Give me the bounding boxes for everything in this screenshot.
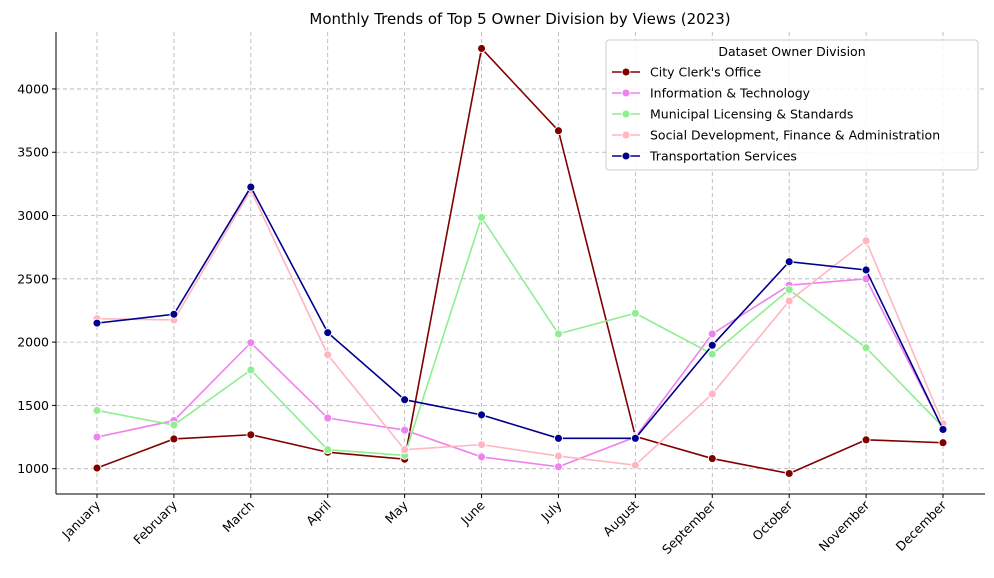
- x-tick-label: August: [600, 497, 642, 539]
- x-tick-label: September: [659, 497, 719, 557]
- data-point: [554, 329, 563, 339]
- data-point: [707, 389, 717, 399]
- legend: Dataset Owner Division City Clerk's Offi…: [605, 39, 979, 171]
- data-point: [938, 438, 948, 448]
- data-point: [400, 395, 410, 405]
- legend-label: Information & Technology: [650, 86, 811, 101]
- data-point: [400, 425, 410, 435]
- legend-swatch-marker: [621, 130, 631, 140]
- y-tick-label: 2500: [17, 271, 49, 286]
- data-point: [861, 435, 871, 445]
- legend-label: Transportation Services: [649, 149, 797, 164]
- x-tick-label: January: [58, 497, 103, 542]
- x-tick-label: May: [382, 497, 411, 526]
- x-tick-label: November: [816, 497, 873, 554]
- data-point: [707, 454, 717, 464]
- x-tick-label: February: [130, 497, 180, 547]
- series-line-4: [96, 185, 944, 440]
- data-point: [169, 309, 179, 319]
- data-point: [323, 413, 333, 423]
- chart-title: Monthly Trends of Top 5 Owner Division b…: [309, 10, 730, 28]
- data-point: [169, 420, 179, 430]
- legend-box: [605, 39, 979, 171]
- series-line-2: [96, 215, 944, 457]
- series-line-1: [96, 277, 944, 468]
- data-point: [784, 469, 794, 478]
- legend-swatch-marker: [621, 109, 631, 119]
- legend-swatch-marker: [621, 151, 631, 161]
- legend-swatch-marker: [621, 67, 631, 77]
- legend-title: Dataset Owner Division: [718, 44, 865, 59]
- series-line-0: [96, 46, 944, 475]
- y-tick-label: 3500: [17, 145, 49, 160]
- data-point: [477, 44, 486, 53]
- series-line-3: [96, 188, 944, 466]
- data-point: [784, 285, 794, 295]
- data-point: [477, 452, 486, 462]
- legend-label: City Clerk's Office: [650, 65, 761, 80]
- data-point: [246, 182, 256, 192]
- data-point: [861, 236, 871, 246]
- x-tick-label: October: [749, 497, 796, 544]
- data-point: [707, 329, 717, 339]
- data-point: [630, 460, 640, 470]
- data-point: [554, 126, 563, 136]
- data-point: [554, 462, 563, 472]
- y-tick-label: 3000: [17, 208, 49, 223]
- data-point: [92, 318, 102, 328]
- y-tick-label: 2000: [17, 335, 49, 350]
- data-point: [707, 340, 717, 350]
- data-point: [400, 445, 410, 455]
- series-layer: [92, 44, 948, 478]
- data-point: [707, 349, 717, 359]
- data-point: [784, 257, 794, 267]
- data-point: [246, 338, 256, 348]
- data-point: [92, 432, 102, 442]
- data-point: [554, 433, 563, 443]
- data-point: [169, 434, 179, 444]
- x-tick-label: June: [457, 497, 488, 528]
- data-point: [554, 451, 563, 461]
- x-tick-label: July: [537, 497, 565, 525]
- y-tick-label: 1000: [17, 461, 49, 476]
- data-point: [92, 463, 102, 473]
- x-tick-label: December: [893, 497, 950, 554]
- data-point: [861, 343, 871, 353]
- data-point: [938, 424, 948, 434]
- data-point: [477, 410, 486, 420]
- y-tick-label: 4000: [17, 81, 49, 96]
- y-tick-label: 1500: [17, 398, 49, 413]
- x-tick-label: March: [219, 498, 257, 536]
- data-point: [323, 445, 333, 455]
- data-point: [323, 350, 333, 360]
- data-point: [246, 365, 256, 375]
- data-point: [477, 440, 486, 450]
- legend-swatch-marker: [621, 88, 631, 98]
- legend-label: Social Development, Finance & Administra…: [650, 128, 940, 143]
- legend-label: Municipal Licensing & Standards: [650, 107, 853, 122]
- data-point: [323, 328, 333, 338]
- data-point: [246, 430, 256, 440]
- data-point: [630, 308, 640, 318]
- x-tick-label: April: [303, 498, 334, 529]
- data-point: [92, 406, 102, 415]
- data-point: [784, 296, 794, 306]
- data-point: [861, 265, 871, 275]
- data-point: [477, 212, 486, 222]
- data-point: [630, 433, 640, 443]
